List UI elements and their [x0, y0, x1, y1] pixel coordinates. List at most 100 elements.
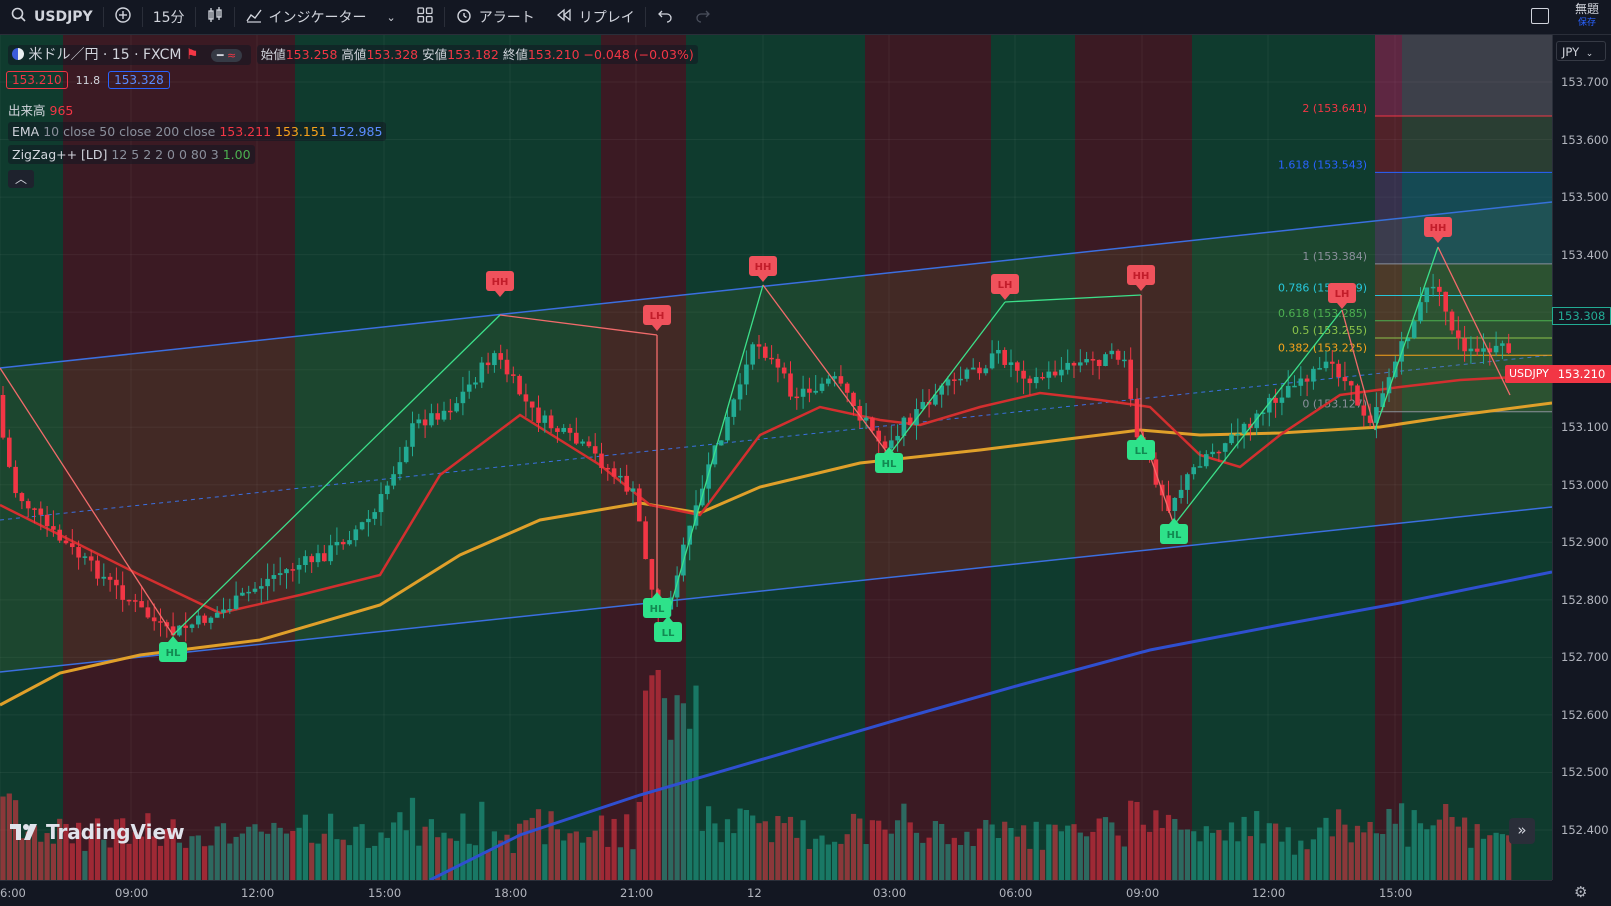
divider — [141, 7, 143, 27]
volume-bar — [680, 703, 686, 880]
volume-bar — [403, 830, 409, 880]
search-icon — [10, 6, 28, 28]
candle-body — [574, 432, 579, 444]
zigzag-segment — [1437, 246, 1511, 396]
pivot-label-box — [643, 598, 671, 618]
collapse-legend-button[interactable]: ︿ — [8, 170, 34, 188]
time-tick: 15:00 — [1379, 886, 1413, 900]
volume-bar — [378, 832, 384, 880]
candle-body — [315, 553, 321, 563]
pivot-label: LH — [998, 280, 1013, 291]
candle-body — [1437, 286, 1442, 292]
candle-body — [1292, 385, 1297, 388]
volume-bar — [1298, 840, 1304, 880]
pivot-label: HH — [1133, 271, 1150, 282]
volume-bar — [1197, 841, 1203, 880]
candle-body — [712, 445, 718, 465]
indicators-button[interactable]: インジケーター ⌄ — [235, 0, 406, 34]
volume-bar — [1096, 818, 1102, 880]
sell-button[interactable]: 153.210 — [6, 71, 68, 89]
time-axis[interactable]: 6:00 09:00 12:00 15:00 18:00 21:00 12 03:00 06:0… — [0, 880, 1552, 906]
divider — [102, 7, 104, 27]
candle-body — [1166, 495, 1171, 512]
tradingview-logo: TradingView — [10, 820, 185, 844]
price-axis[interactable]: JPY ⌄ 153.700 153.600 153.500 153.400 153.30… — [1552, 35, 1611, 880]
candle-body — [1336, 363, 1341, 378]
rewind-icon — [555, 6, 573, 28]
buy-button[interactable]: 153.328 — [108, 71, 170, 89]
volume-bar — [844, 834, 850, 880]
candle-body — [1134, 398, 1140, 438]
volume-bar — [517, 823, 523, 880]
candle-body — [1374, 407, 1379, 423]
candle-body — [416, 419, 422, 424]
volume-bar — [674, 695, 680, 880]
candle-body — [800, 388, 806, 397]
candle-body — [38, 508, 44, 515]
candle-body — [807, 388, 812, 393]
layout-icon[interactable] — [1531, 8, 1549, 24]
candle-body — [933, 394, 938, 405]
volume-bar — [1455, 826, 1461, 880]
interval-button[interactable]: 15分 — [152, 10, 185, 26]
candle-body — [630, 488, 636, 492]
candle-body — [851, 392, 856, 407]
volume-bar — [50, 843, 56, 880]
candle-body — [296, 564, 302, 570]
time-tick: 12 — [747, 886, 762, 900]
volume-bar — [44, 833, 50, 880]
volume-bar — [504, 834, 510, 880]
fib-retracement: 2 (153.641)1.618 (153.543)1 (153.384)0.7… — [1278, 35, 1552, 413]
candle-body — [183, 625, 188, 628]
save-button[interactable]: 無題 保存 — [1575, 2, 1599, 30]
volume-bar — [901, 803, 907, 880]
candle-body — [347, 540, 352, 545]
volume-bar — [668, 739, 674, 880]
price-tick: 153.500 — [1561, 190, 1609, 205]
candle-body — [454, 403, 459, 412]
candle-body — [832, 376, 837, 379]
price-tick: 152.700 — [1561, 650, 1609, 665]
symbol-name: USDJPY — [34, 9, 93, 25]
candle-body — [882, 441, 888, 449]
scroll-to-realtime-button[interactable]: » — [1509, 818, 1535, 844]
pivot-label: HH — [1430, 223, 1447, 234]
pivot-label: HL — [1167, 530, 1182, 541]
volume-bar — [630, 849, 636, 880]
volume-bar — [542, 844, 548, 880]
candle-body — [403, 446, 409, 463]
volume-bar — [750, 815, 756, 880]
candle-body — [561, 427, 566, 432]
candle-body — [460, 391, 466, 404]
alert-button[interactable]: アラート — [445, 0, 545, 34]
volume-bar — [283, 833, 290, 880]
replay-button[interactable]: リプレイ — [545, 0, 645, 34]
chart-type-button[interactable] — [196, 0, 234, 34]
volume-bar — [769, 842, 775, 880]
currency-button[interactable]: JPY ⌄ — [1556, 41, 1606, 61]
undo-button[interactable] — [646, 0, 684, 34]
volume-bar — [290, 830, 296, 880]
candle-body — [1481, 348, 1486, 352]
chart-canvas[interactable]: 2 (153.641)1.618 (153.543)1 (153.384)0.7… — [0, 35, 1552, 880]
volume-bar — [1443, 804, 1449, 880]
candle-body — [542, 415, 548, 423]
compare-button[interactable] — [104, 0, 142, 34]
candle-body — [240, 592, 245, 596]
volume-bar — [932, 821, 938, 880]
flag-icon — [12, 48, 24, 60]
time-tick: 15:00 — [368, 886, 402, 900]
volume-bar — [189, 836, 195, 880]
visibility-toggle[interactable]: ━ ≈ — [210, 49, 243, 62]
settings-icon[interactable]: ⚙ — [1574, 883, 1588, 901]
volume-bar — [1273, 823, 1279, 880]
volume-bar — [258, 831, 264, 880]
templates-button[interactable] — [406, 0, 444, 34]
volume-bar — [951, 837, 957, 880]
candle-body — [1462, 338, 1467, 352]
volume-bar — [989, 824, 995, 880]
symbol-search[interactable]: USDJPY — [0, 0, 103, 34]
zigzag-value: 1.00 — [222, 147, 251, 162]
time-tick: 06:00 — [999, 886, 1033, 900]
redo-button[interactable] — [684, 0, 722, 34]
